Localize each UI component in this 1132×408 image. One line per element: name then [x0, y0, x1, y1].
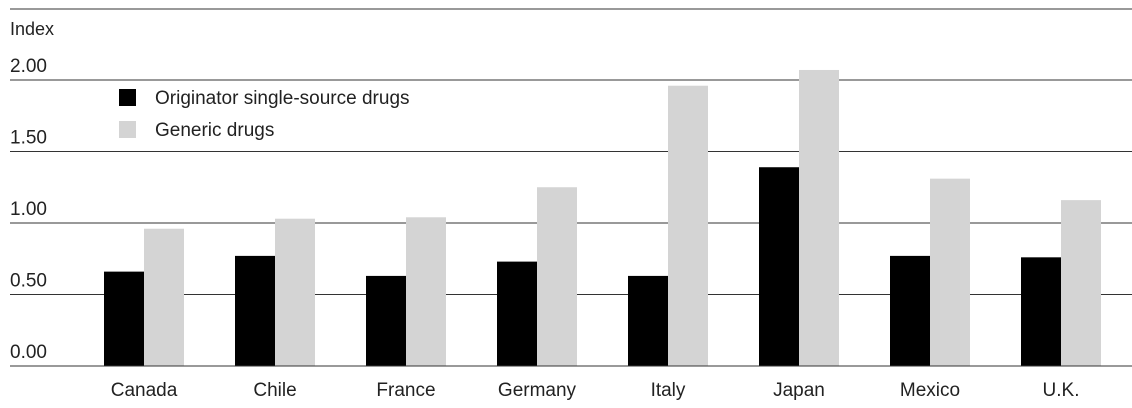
- category-label: Japan: [773, 380, 825, 401]
- y-tick-labels: 0.00 0.50 1.00 1.50 2.00: [10, 56, 47, 363]
- bar-generic-chile: [275, 218, 315, 366]
- y-tick-label: 0.50: [10, 271, 47, 292]
- bar-originator-canada: [104, 271, 144, 366]
- bar-generic-italy: [668, 85, 708, 366]
- bars: [10, 69, 1132, 367]
- bar-originator-japan: [759, 167, 799, 366]
- y-tick-label: 0.00: [10, 342, 47, 363]
- bar-generic-japan: [799, 69, 839, 367]
- bar-generic-canada: [144, 228, 184, 366]
- category-label: Chile: [253, 380, 296, 401]
- bar-originator-mexico: [890, 255, 930, 366]
- y-tick-label: 1.00: [10, 199, 47, 220]
- y-tick-label: 1.50: [10, 128, 47, 149]
- bar-originator-germany: [497, 261, 537, 366]
- category-label: Italy: [651, 380, 686, 401]
- legend-label: Generic drugs: [155, 120, 274, 141]
- category-label: Mexico: [900, 380, 960, 401]
- bar-generic-france: [406, 217, 446, 366]
- category-label: France: [376, 380, 435, 401]
- category-labels: Canada Chile France Germany Italy Japan Mexico…: [111, 380, 1080, 401]
- legend-swatch: [119, 121, 136, 138]
- category-label: Germany: [498, 380, 577, 401]
- category-label: U.K.: [1043, 380, 1080, 401]
- bar-originator-france: [366, 275, 406, 366]
- y-tick-label: 2.00: [10, 56, 47, 77]
- bar-originator-chile: [235, 255, 275, 366]
- bar-generic-mexico: [930, 178, 970, 366]
- category-label: Canada: [111, 380, 178, 401]
- bar-generic-germany: [537, 187, 577, 366]
- y-axis-title: Index: [10, 19, 54, 39]
- bar-originator-uk: [1021, 257, 1061, 366]
- legend: Originator single-source drugs Generic dr…: [119, 88, 410, 141]
- bar-generic-uk: [1061, 200, 1101, 366]
- bar-originator-italy: [628, 275, 668, 366]
- legend-swatch: [119, 89, 136, 106]
- legend-label: Originator single-source drugs: [155, 88, 410, 109]
